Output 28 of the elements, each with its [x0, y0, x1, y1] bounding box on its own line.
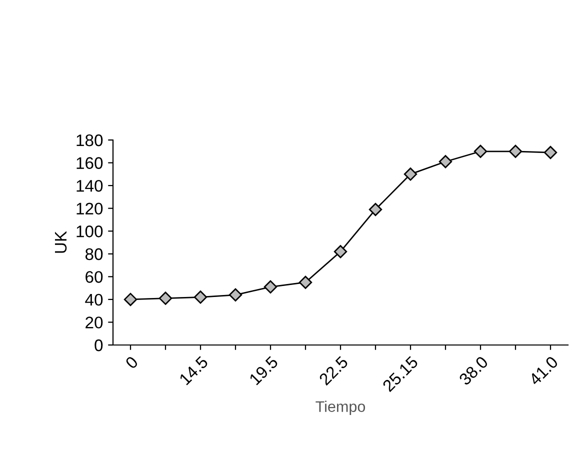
y-tick-label: 160 — [76, 157, 103, 169]
point — [264, 280, 278, 294]
y-tick-label: 20 — [86, 316, 103, 328]
point — [368, 202, 382, 216]
point — [544, 146, 558, 160]
y-tick-label: 100 — [76, 226, 103, 238]
y-tick-label: 140 — [76, 180, 103, 192]
y-tick-label: 40 — [85, 294, 103, 306]
x-tick-label: 41.0 — [528, 355, 559, 386]
point — [194, 290, 208, 304]
y-tick-label: 60 — [86, 271, 103, 283]
point — [404, 168, 418, 181]
point — [158, 292, 172, 305]
point — [334, 245, 348, 258]
y-tick-label: 180 — [76, 134, 103, 146]
y-tick-label: 0 — [94, 339, 103, 352]
y-axis-title: UK — [54, 231, 67, 253]
point — [228, 288, 242, 302]
point — [474, 144, 488, 158]
point — [124, 292, 138, 306]
point — [508, 144, 522, 158]
y-tick-label: 120 — [76, 202, 103, 215]
x-tick-label: 0 — [124, 355, 139, 370]
y-tick-label: 80 — [85, 248, 103, 260]
x-axis-title: Tiempo — [316, 400, 366, 415]
point — [298, 276, 312, 289]
x-tick-label: 38.0 — [458, 355, 489, 386]
point — [438, 155, 452, 168]
